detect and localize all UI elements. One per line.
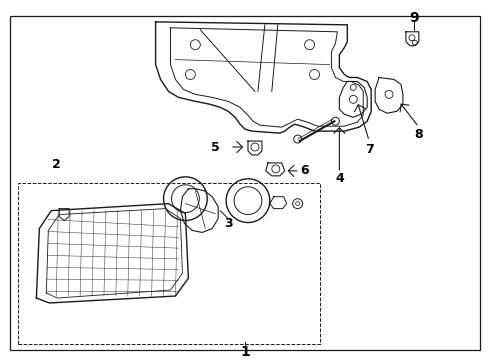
Text: 3: 3 [224,217,232,230]
Text: 1: 1 [240,345,250,359]
Text: 6: 6 [300,165,309,177]
Text: 5: 5 [211,140,220,153]
Text: 9: 9 [409,11,418,25]
Text: 4: 4 [335,172,344,185]
Bar [18,183,320,344]
Text: 8: 8 [415,127,423,141]
Text: 2: 2 [52,158,61,171]
Text: 7: 7 [365,143,373,156]
